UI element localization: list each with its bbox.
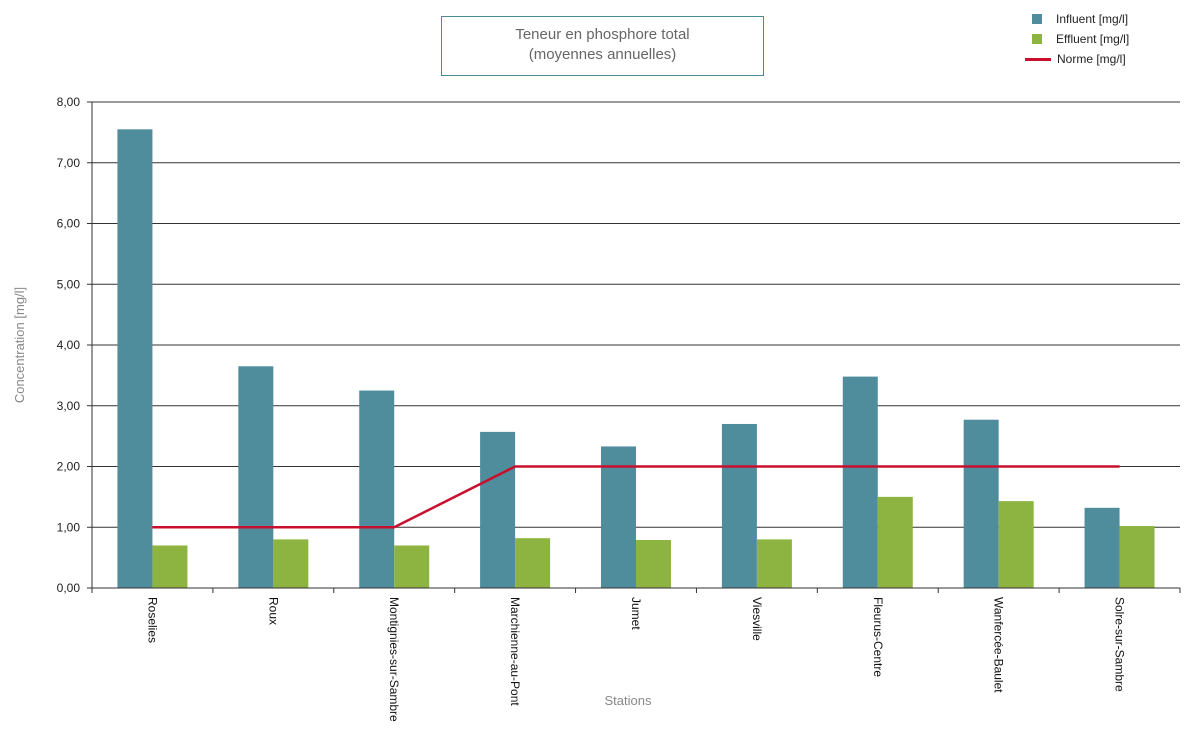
x-tick-label: Roux — [266, 597, 280, 625]
x-tick-label: Montignies-sur-Sambre — [387, 597, 401, 722]
x-tick-label: Viesville — [750, 597, 764, 641]
y-tick-label: 5,00 — [57, 277, 81, 291]
y-tick-label: 1,00 — [57, 520, 81, 534]
legend-swatch-influent — [1032, 14, 1042, 24]
y-tick-label: 8,00 — [57, 95, 81, 109]
legend-item-effluent: Effluent [mg/l] — [1025, 30, 1175, 48]
legend-line-norme — [1025, 57, 1051, 61]
bar-influent — [601, 446, 636, 588]
y-tick-label: 3,00 — [57, 399, 81, 413]
x-tick-label: Roselies — [145, 597, 159, 643]
bar-effluent — [998, 501, 1034, 588]
legend-label-norme: Norme [mg/l] — [1057, 52, 1126, 66]
x-tick-label: Marchienne-au-Pont — [508, 597, 522, 706]
legend-label-influent: Influent [mg/l] — [1056, 12, 1129, 26]
bar-influent — [721, 423, 757, 588]
x-tick-label: Fleurus-Centre — [871, 597, 885, 677]
y-tick-label: 2,00 — [57, 460, 81, 474]
chart-subtitle: (moyennes annuelles) — [528, 46, 677, 63]
bar-influent — [238, 366, 274, 588]
bar-effluent — [877, 496, 913, 588]
chart-title: Teneur en phosphore total — [515, 26, 690, 43]
y-tick-label: 4,00 — [57, 338, 81, 352]
legend-label-effluent: Effluent [mg/l] — [1056, 32, 1130, 46]
bar-influent — [480, 431, 516, 588]
bars — [117, 129, 1155, 588]
bar-effluent — [273, 539, 309, 588]
y-tick-label: 6,00 — [57, 217, 81, 231]
legend-swatch-effluent — [1032, 34, 1042, 44]
bar-influent — [1084, 507, 1120, 588]
norme-line-layer — [152, 465, 1120, 529]
y-tick-label: 0,00 — [57, 581, 81, 595]
bar-effluent — [394, 545, 430, 588]
bar-effluent — [1119, 526, 1155, 588]
bar-effluent — [152, 545, 188, 588]
bar-effluent — [636, 540, 671, 588]
bar-influent — [117, 129, 153, 588]
x-tick-label: Jumet — [629, 597, 643, 630]
legend-item-norme: Norme [mg/l] — [1025, 50, 1175, 68]
x-tick-label: Solre-sur-Sambre — [1113, 597, 1127, 692]
chart-title-box: Teneur en phosphore total (moyennes annu… — [441, 16, 764, 76]
norme-line — [152, 465, 1120, 529]
y-tick-labels: 0,00 1,00 2,00 3,00 4,00 5,00 6,00 7,00 8,00 — [57, 95, 81, 595]
bar-influent — [842, 376, 878, 588]
bar-influent — [963, 419, 999, 588]
x-axis-title: Stations — [605, 693, 652, 708]
bar-effluent — [515, 538, 551, 588]
x-tick-labels: Roselies Roux Montignies-sur-Sambre Marchie… — [91, 588, 1181, 722]
y-axis-title: Concentration [mg/l] — [12, 287, 27, 403]
legend: Influent [mg/l] Effluent [mg/l] Norme [m… — [1025, 10, 1175, 70]
bar-effluent — [756, 539, 792, 588]
bar-influent — [359, 390, 395, 588]
x-tick-label: Wanfercée-Baulet — [992, 597, 1006, 693]
y-tick-label: 7,00 — [57, 156, 81, 170]
legend-item-influent: Influent [mg/l] — [1025, 10, 1175, 28]
